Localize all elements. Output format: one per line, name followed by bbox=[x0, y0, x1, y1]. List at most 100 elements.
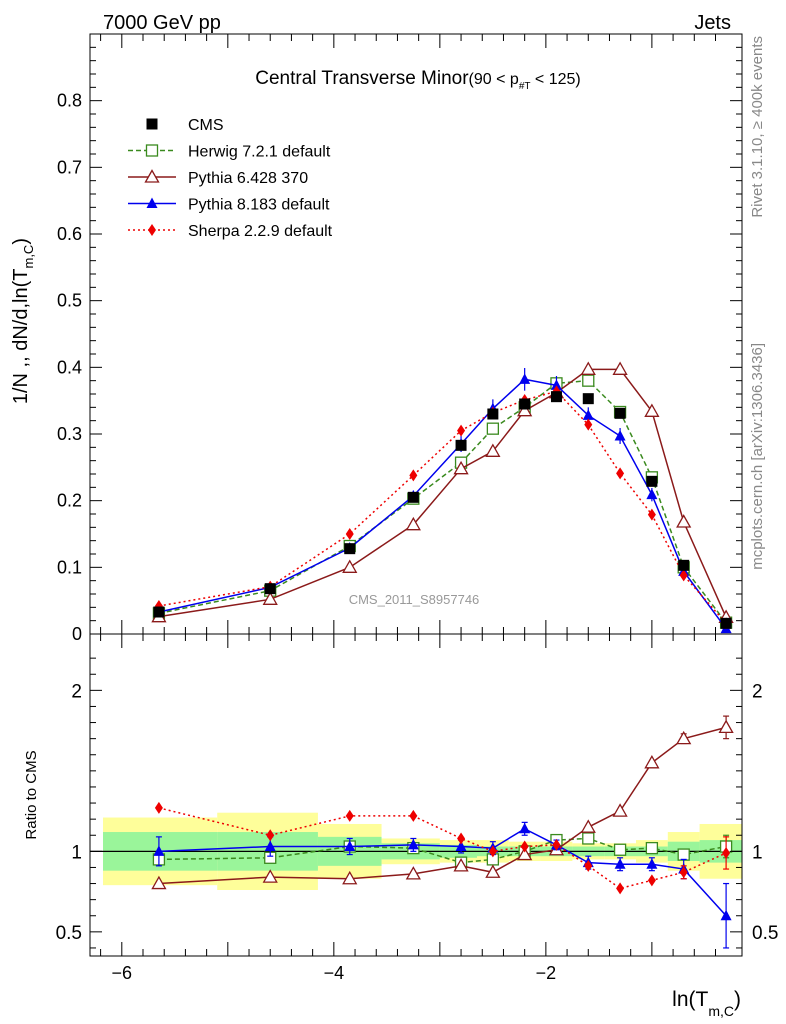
data-point bbox=[345, 528, 354, 540]
rivet-label: Rivet 3.1.10, ≥ 400k events bbox=[749, 36, 766, 218]
ratio-point bbox=[154, 801, 163, 814]
ratio-y-tick-label: 1 bbox=[71, 842, 82, 863]
series-pythia-6-428-370 bbox=[151, 361, 734, 623]
ratio-point bbox=[488, 845, 497, 858]
y-tick-label: 0.4 bbox=[57, 357, 82, 377]
ratio-point bbox=[151, 875, 167, 890]
ratio-point bbox=[519, 822, 531, 834]
ratio-point bbox=[264, 840, 276, 852]
ratio-point bbox=[517, 846, 533, 861]
legend-label: Sherpa 2.2.9 default bbox=[188, 223, 333, 240]
ratio-point bbox=[520, 840, 529, 853]
ratio-point bbox=[646, 858, 658, 869]
x-axis-label-end: ) bbox=[734, 988, 741, 1011]
ratio-point bbox=[647, 874, 656, 887]
data-point bbox=[612, 361, 628, 375]
ratio-frame bbox=[89, 633, 743, 957]
ratio-point bbox=[613, 843, 627, 856]
legend: CMS Herwig 7.2.1 default Pythia 6.428 370 P… bbox=[128, 117, 333, 240]
data-point bbox=[519, 398, 531, 410]
data-point bbox=[550, 379, 562, 390]
x-tick-label: −6 bbox=[112, 963, 133, 983]
x-axis-label-sub: m,C bbox=[708, 1003, 734, 1019]
title-main: Central Transverse Minor bbox=[255, 68, 469, 89]
mcplots-label: mcplots.cern.ch [arXiv:1306.3436] bbox=[749, 343, 766, 570]
data-point bbox=[405, 516, 421, 531]
y-tick-label: 0.7 bbox=[57, 157, 82, 177]
data-point bbox=[519, 373, 531, 384]
x-axis-label: ln(Tm,C) bbox=[672, 988, 741, 1019]
ratio-point bbox=[453, 858, 469, 872]
legend-item: CMS bbox=[146, 117, 224, 134]
ratio-point bbox=[485, 864, 501, 878]
y-tick-label: 0.1 bbox=[57, 557, 82, 577]
ratio-point bbox=[342, 870, 358, 885]
legend-label: CMS bbox=[188, 117, 224, 134]
data-point bbox=[679, 569, 688, 582]
legend-marker bbox=[145, 144, 159, 157]
ratio-point bbox=[409, 809, 418, 822]
energy-label: 7000 GeV pp bbox=[103, 12, 221, 34]
ratio-point bbox=[584, 859, 593, 872]
legend-item: Pythia 8.183 default bbox=[128, 197, 330, 214]
data-point bbox=[262, 591, 278, 605]
y-axis-label-end: ) bbox=[10, 238, 32, 245]
title-range-end: < 125) bbox=[530, 71, 580, 88]
title-range-sub: #T bbox=[519, 81, 531, 92]
data-point bbox=[407, 491, 419, 503]
ratio-series-sherpa-2-2-9-default bbox=[154, 801, 731, 895]
watermark: CMS_2011_S8957746 bbox=[349, 592, 480, 607]
data-point bbox=[487, 408, 499, 420]
data-point bbox=[647, 508, 656, 521]
data-point bbox=[153, 606, 165, 618]
ratio-point bbox=[344, 840, 356, 852]
legend-item: Sherpa 2.2.9 default bbox=[128, 223, 333, 240]
ratio-point bbox=[612, 803, 628, 817]
data-point bbox=[646, 475, 658, 487]
x-tick-label: −4 bbox=[324, 963, 345, 983]
ratio-y-label: Ratio to CMS bbox=[23, 750, 40, 839]
title-range: (90 < p bbox=[469, 71, 519, 88]
data-point bbox=[455, 439, 467, 451]
ratio-y-tick-label: 0.5 bbox=[56, 923, 82, 944]
data-point bbox=[485, 443, 501, 457]
legend-label: Herwig 7.2.1 default bbox=[188, 144, 331, 161]
series-cms bbox=[153, 391, 732, 629]
ratio-point bbox=[457, 832, 466, 845]
data-point bbox=[646, 488, 658, 500]
legend-marker bbox=[148, 224, 156, 236]
ratio-point bbox=[676, 730, 692, 745]
data-point bbox=[616, 467, 625, 480]
data-point bbox=[550, 391, 562, 403]
ratio-series-pythia-8-183-default bbox=[153, 821, 732, 949]
legend-marker bbox=[146, 197, 158, 208]
y-tick-label: 0.8 bbox=[57, 91, 82, 111]
ratio-point bbox=[720, 909, 732, 921]
y-tick-label: 0.3 bbox=[57, 424, 82, 444]
ratio-y-tick-label-right: 1 bbox=[752, 842, 763, 863]
ratio-y-tick-label: 2 bbox=[71, 681, 82, 702]
ratio-point bbox=[718, 719, 734, 734]
data-point bbox=[264, 583, 276, 595]
y-tick-label: 0 bbox=[72, 624, 82, 644]
main-panel: CMS_2011_S8957746 0 0.1 0.2 0.3 0.4 0.5 0.6 0.7… bbox=[10, 33, 743, 644]
data-point bbox=[582, 393, 594, 405]
jets-label: Jets bbox=[694, 12, 731, 34]
y-tick-label: 0.6 bbox=[57, 224, 82, 244]
data-point bbox=[584, 418, 593, 431]
legend-label: Pythia 8.183 default bbox=[188, 197, 330, 214]
data-point bbox=[676, 514, 692, 528]
legend-item: Pythia 6.428 370 bbox=[128, 169, 308, 187]
data-point bbox=[453, 460, 469, 475]
x-tick-label: −2 bbox=[536, 963, 557, 983]
data-point bbox=[342, 559, 358, 573]
ratio-point bbox=[614, 858, 626, 869]
ratio-point bbox=[153, 845, 165, 856]
ratio-panel: −6 −4 −2 0.5 0.5 1 1 2 2 Ratio to CMS bbox=[23, 633, 778, 983]
data-point bbox=[457, 424, 466, 437]
ratio-point bbox=[345, 809, 354, 822]
legend-item: Herwig 7.2.1 default bbox=[128, 144, 331, 161]
data-point bbox=[486, 422, 500, 435]
ratio-point bbox=[582, 832, 595, 845]
ratio-point bbox=[455, 840, 467, 852]
